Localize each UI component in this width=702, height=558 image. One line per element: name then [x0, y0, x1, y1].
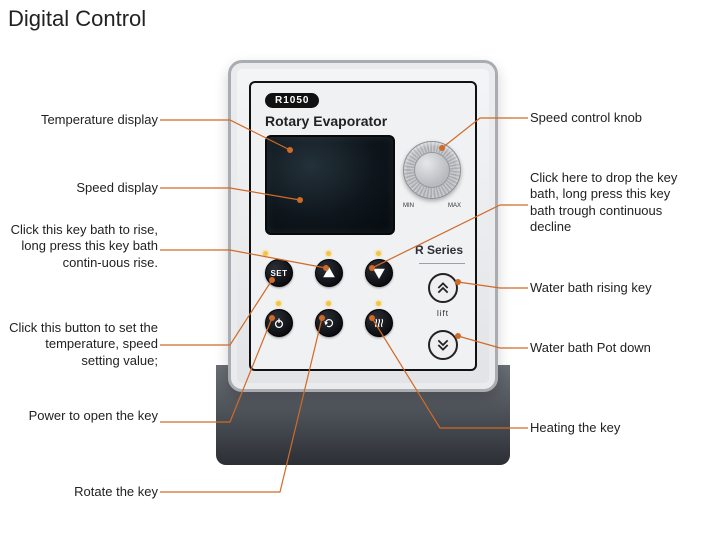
model-badge: R1050	[265, 93, 319, 108]
chevrons-down-icon	[436, 338, 450, 352]
callout-bath-rise: Water bath rising key	[530, 280, 700, 296]
callout-rotate-key: Rotate the key	[8, 484, 158, 500]
callout-speed-display: Speed display	[8, 180, 158, 196]
knob-min-label: MIN	[403, 203, 414, 209]
triangle-down-icon	[373, 267, 385, 279]
lift-up-button[interactable]	[428, 273, 458, 303]
power-icon	[273, 317, 285, 329]
set-button[interactable]: SET	[265, 259, 293, 287]
series-label: R Series	[415, 243, 463, 257]
speed-knob[interactable]	[403, 141, 461, 199]
callout-power-key: Power to open the key	[8, 408, 158, 424]
callout-heating-key: Heating the key	[530, 420, 690, 436]
divider	[419, 263, 465, 264]
callout-bath-down: Water bath Pot down	[530, 340, 700, 356]
button-row-b	[265, 309, 393, 337]
led-power	[276, 301, 281, 306]
set-button-label: SET	[270, 269, 287, 278]
led-up	[326, 251, 331, 256]
callout-rise-key: Click this key bath to rise, long press …	[8, 222, 158, 271]
callout-temp-display: Temperature display	[8, 112, 158, 128]
chevrons-up-icon	[436, 281, 450, 295]
callout-drop-key: Click here to drop the key bath, long pr…	[530, 170, 690, 235]
device-panel: R1050 Rotary Evaporator MIN MAX R Series…	[228, 60, 498, 392]
lift-column: lift	[423, 273, 463, 360]
heat-button[interactable]	[365, 309, 393, 337]
down-button[interactable]	[365, 259, 393, 287]
heat-icon	[373, 317, 385, 329]
up-button[interactable]	[315, 259, 343, 287]
knob-scale: MIN MAX	[403, 203, 461, 209]
led-heat	[376, 301, 381, 306]
led-set	[263, 251, 268, 256]
rotate-icon	[323, 317, 335, 329]
lift-down-button[interactable]	[428, 330, 458, 360]
rotate-button[interactable]	[315, 309, 343, 337]
knob-max-label: MAX	[448, 203, 461, 209]
callout-set-button: Click this button to set the temperature…	[8, 320, 158, 369]
button-row-a: SET	[265, 259, 393, 287]
panel-frame: R1050 Rotary Evaporator MIN MAX R Series…	[249, 81, 477, 371]
lcd-screen	[265, 135, 395, 235]
callout-speed-knob: Speed control knob	[530, 110, 690, 126]
panel-title: Rotary Evaporator	[265, 113, 387, 129]
lift-label: lift	[437, 309, 449, 318]
led-down	[376, 251, 381, 256]
triangle-up-icon	[323, 267, 335, 279]
page-title: Digital Control	[8, 6, 146, 32]
power-button[interactable]	[265, 309, 293, 337]
led-rotate	[326, 301, 331, 306]
device: R1050 Rotary Evaporator MIN MAX R Series…	[216, 60, 510, 465]
